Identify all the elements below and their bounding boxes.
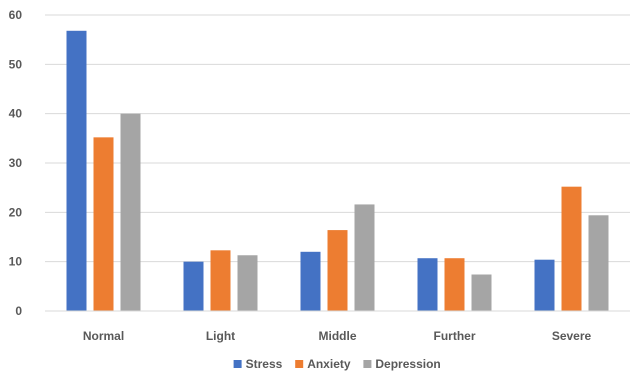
legend: Stress Anxiety Depression: [233, 357, 441, 371]
y-axis: 0 10 20 30 40 50 60: [9, 8, 23, 318]
legend-swatch-depression: [363, 360, 372, 368]
legend-swatch-stress: [233, 360, 242, 368]
bar-stress-normal: [66, 30, 87, 311]
y-tick-label: 30: [9, 156, 23, 170]
bar-stress-middle: [300, 251, 321, 311]
bar-anxiety-further: [444, 258, 465, 311]
x-tick-label: Middle: [319, 329, 357, 343]
y-tick-label: 60: [9, 8, 23, 22]
x-tick-label: Light: [206, 329, 235, 343]
bar-anxiety-severe: [561, 186, 582, 311]
x-tick-label: Severe: [552, 329, 592, 343]
bar-stress-further: [417, 258, 438, 311]
bar-depression-severe: [588, 215, 609, 311]
bar-stress-severe: [534, 259, 555, 311]
x-axis: Normal Light Middle Further Severe: [83, 329, 592, 343]
x-tick-label: Further: [434, 329, 476, 343]
bar-depression-light: [237, 255, 258, 311]
bar-anxiety-normal: [93, 137, 114, 311]
gridlines: [45, 14, 630, 263]
bar-depression-further: [471, 274, 492, 311]
bar-depression-middle: [354, 204, 375, 311]
legend-label-anxiety: Anxiety: [307, 357, 351, 371]
bar-stress-light: [183, 261, 204, 311]
bars: [66, 30, 609, 312]
y-tick-label: 0: [15, 304, 22, 318]
legend-label-depression: Depression: [375, 357, 440, 371]
bar-anxiety-middle: [327, 230, 348, 311]
y-tick-label: 40: [9, 107, 23, 121]
legend-swatch-anxiety: [295, 360, 304, 368]
legend-label-stress: Stress: [246, 357, 283, 371]
bar-depression-normal: [120, 113, 141, 312]
y-tick-label: 50: [9, 57, 23, 71]
y-tick-label: 10: [9, 255, 23, 269]
x-tick-label: Normal: [83, 329, 124, 343]
y-tick-label: 20: [9, 205, 23, 219]
bar-anxiety-light: [210, 250, 231, 311]
